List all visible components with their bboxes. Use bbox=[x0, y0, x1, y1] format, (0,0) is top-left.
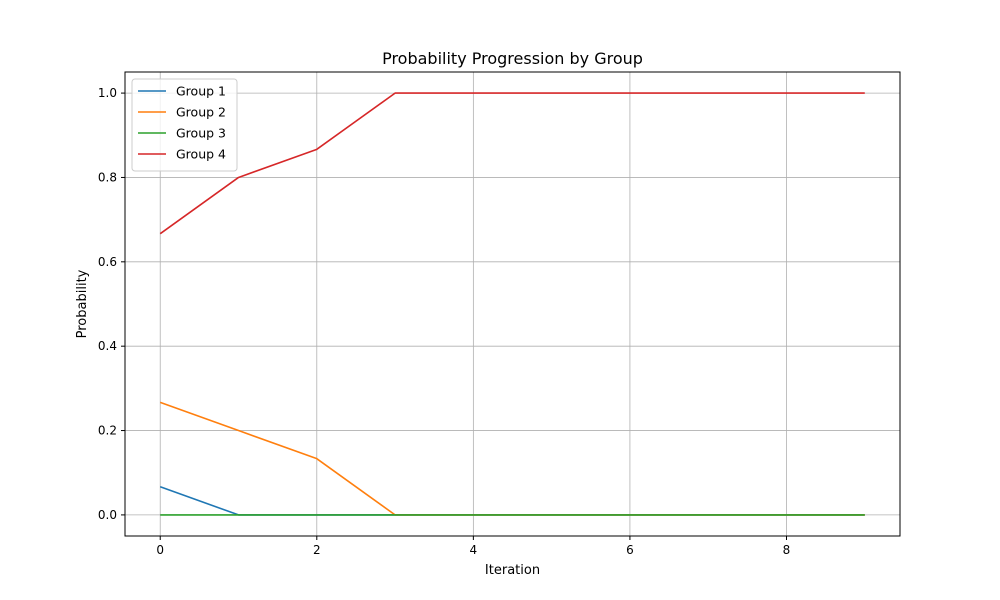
x-axis-ticks: 0 2 4 6 8 bbox=[156, 536, 790, 557]
x-tick-label: 2 bbox=[313, 543, 321, 557]
y-tick-label: 0.8 bbox=[98, 170, 117, 184]
y-tick-label: 0.6 bbox=[98, 255, 117, 269]
y-axis-label: Probability bbox=[75, 269, 90, 338]
series-lines bbox=[159, 92, 865, 516]
series-line-group-4 bbox=[159, 92, 865, 235]
legend-frame bbox=[131, 78, 238, 172]
x-tick-label: 6 bbox=[626, 543, 634, 557]
x-tick-label: 8 bbox=[783, 543, 791, 557]
y-tick-label: 1.0 bbox=[98, 86, 117, 100]
x-tick-label: 4 bbox=[470, 543, 478, 557]
chart-title: Probability Progression by Group bbox=[382, 49, 643, 68]
legend-label-group-1: Group 1 bbox=[176, 84, 226, 99]
legend-label-group-4: Group 4 bbox=[176, 147, 226, 162]
y-tick-label: 0.2 bbox=[98, 424, 117, 438]
y-axis-ticks: 0.0 0.2 0.4 0.6 0.8 1.0 bbox=[98, 86, 125, 522]
legend-label-group-2: Group 2 bbox=[176, 105, 226, 120]
x-tick-label: 0 bbox=[156, 543, 164, 557]
legend-label-group-3: Group 3 bbox=[176, 126, 226, 141]
y-tick-label: 0.0 bbox=[98, 508, 117, 522]
plot-frame bbox=[124, 71, 901, 537]
y-tick-label: 0.4 bbox=[98, 339, 117, 353]
legend: Group 1 Group 2 Group 3 Group 4 bbox=[131, 78, 238, 172]
x-axis-label: Iteration bbox=[485, 563, 540, 578]
